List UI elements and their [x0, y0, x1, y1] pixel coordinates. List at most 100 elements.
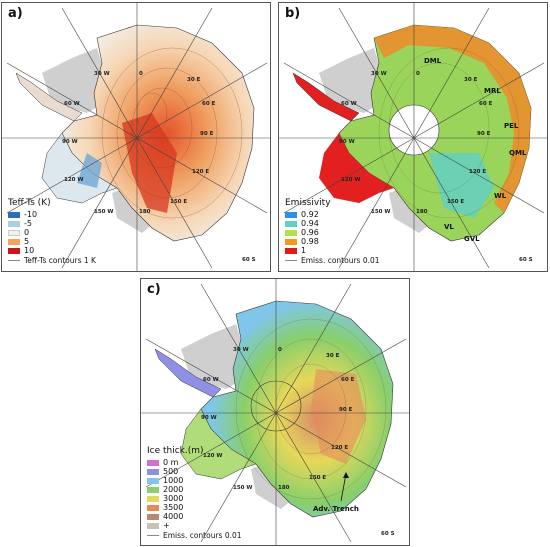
meridian-label: 60 W — [203, 377, 219, 383]
panel-label: b) — [285, 6, 301, 21]
legend-swatch — [147, 513, 159, 520]
meridian-label: 60 E — [202, 101, 216, 107]
legend-swatch — [8, 220, 20, 227]
meridian-label: 150 E — [309, 475, 326, 481]
legend-swatch — [147, 477, 159, 484]
parallel-label: 60 S — [381, 531, 395, 537]
legend-swatch — [8, 238, 20, 245]
meridian-label: 30 E — [187, 77, 201, 83]
legend-entry: 0.98 — [285, 237, 380, 246]
west-antarctica — [319, 133, 394, 203]
region-label-wl: WL — [494, 192, 507, 200]
legend-swatch — [147, 504, 159, 511]
panel-teff-ts: 0 30 E 60 E 90 E 120 E 150 E 180 150 W 1… — [1, 2, 271, 272]
legend-entry: 5 — [8, 237, 96, 246]
legend-swatch — [147, 459, 159, 466]
legend-swatch — [285, 247, 297, 254]
high-emissivity-coast — [374, 25, 531, 213]
legend-entry: 0.96 — [285, 228, 380, 237]
map-emissivity: 0 30 E 60 E 90 E 120 E 150 E 180 150 W 1… — [279, 3, 547, 271]
legend-entry: -5 — [8, 219, 96, 228]
contour-note: Emiss. contours 0.01 — [147, 532, 242, 540]
legend-swatch — [285, 220, 297, 227]
meridian-label: 150 W — [94, 209, 113, 215]
meridian-label: 150 E — [170, 199, 187, 205]
legend-entry: 10 — [8, 246, 96, 255]
legend-entry: 0 m — [147, 458, 242, 467]
legend-swatch — [147, 468, 159, 475]
contour-lines — [101, 47, 243, 219]
parallel-label: 60 S — [242, 257, 256, 263]
meridian-label: 0 — [416, 71, 420, 77]
legend-swatch — [285, 211, 297, 218]
contour-lines — [378, 47, 520, 219]
contour-lines — [235, 318, 387, 500]
meridian-label: 90 E — [200, 131, 214, 137]
panel-label: a) — [8, 6, 23, 21]
thick-ice-zone — [311, 369, 366, 464]
antarctic-peninsula — [154, 348, 222, 398]
meridian-label: 30 W — [94, 71, 110, 77]
meridian-label: 60 W — [341, 101, 357, 107]
meridian-label: 60 W — [64, 101, 80, 107]
meridian-label: 90 W — [339, 139, 355, 145]
antarctic-peninsula — [292, 72, 360, 122]
legend-entry: 4000 — [147, 512, 242, 521]
west-antarctica — [180, 408, 257, 480]
meridian-label: 150 E — [447, 199, 464, 205]
legend-swatch — [8, 211, 20, 218]
legend-title: Ice thick.(m) — [147, 446, 204, 456]
legend-swatch — [285, 238, 297, 245]
meridian-label: 150 W — [371, 209, 390, 215]
meridian-label: 120 E — [469, 169, 486, 175]
region-label-qml: QML — [509, 149, 527, 157]
legend-entry: 0.94 — [285, 219, 380, 228]
meridian-label: 90 W — [201, 415, 217, 421]
annotation-arrowhead — [343, 472, 349, 478]
meridian-label: 90 E — [339, 407, 353, 413]
region-label-vl: VL — [444, 223, 454, 231]
meridian-label: 120 W — [203, 453, 222, 459]
graticule — [141, 279, 409, 545]
legend: Ice thick.(m) 0 m 500 1000 2000 3000 350… — [147, 447, 242, 540]
region-label-dml: DML — [424, 57, 442, 65]
legend-swatch — [285, 229, 297, 236]
legend-swatch — [8, 247, 20, 254]
meridian-label: 120 E — [192, 169, 209, 175]
meridian-label: 150 W — [233, 485, 252, 491]
graticule — [2, 3, 270, 271]
meridian-label: 180 — [416, 209, 428, 215]
meridian-label: 30 W — [233, 347, 249, 353]
west-antarctica — [41, 132, 118, 204]
legend: Emissivity 0.92 0.94 0.96 0.98 1 Emiss. … — [285, 199, 380, 265]
antarctic-peninsula — [15, 72, 83, 122]
legend-entry: 1000 — [147, 476, 242, 485]
meridian-label: 30 E — [464, 77, 478, 83]
legend-swatch — [147, 495, 159, 502]
panel-label: c) — [147, 282, 161, 297]
annotation-label: Adv. Trench — [313, 505, 359, 513]
meridian-label: 180 — [139, 209, 151, 215]
legend-entry: 500 — [147, 467, 242, 476]
legend-entry: 3500 — [147, 503, 242, 512]
meridian-label: 0 — [278, 347, 282, 353]
region-label-pel: PEL — [504, 122, 519, 130]
contour-note: Emiss. contours 0.01 — [285, 257, 380, 265]
meridian-label: 60 E — [479, 101, 493, 107]
meridian-label: 120 E — [331, 445, 348, 451]
legend-entry: 3000 — [147, 494, 242, 503]
meridian-label: 90 E — [477, 131, 491, 137]
legend-entry: 2000 — [147, 485, 242, 494]
meridian-label: 60 E — [341, 377, 355, 383]
legend-swatch — [147, 486, 159, 493]
map-ice-thickness: 0 30 E 60 E 90 E 120 E 150 E 180 150 W 1… — [141, 279, 409, 545]
map-teff-ts: 0 30 E 60 E 90 E 120 E 150 E 180 150 W 1… — [2, 3, 270, 271]
legend-swatch — [147, 522, 159, 529]
legend-title: Emissivity — [285, 198, 331, 208]
panel-emissivity: 0 30 E 60 E 90 E 120 E 150 E 180 150 W 1… — [278, 2, 548, 272]
panel-ice-thickness: 0 30 E 60 E 90 E 120 E 150 E 180 150 W 1… — [140, 278, 410, 546]
legend: Teff-Ts (K) -10 -5 0 5 10 Teff-Ts contou… — [8, 199, 96, 265]
annotation-arrow — [340, 473, 347, 502]
legend-entry: -10 — [8, 210, 96, 219]
graticule — [279, 3, 547, 271]
